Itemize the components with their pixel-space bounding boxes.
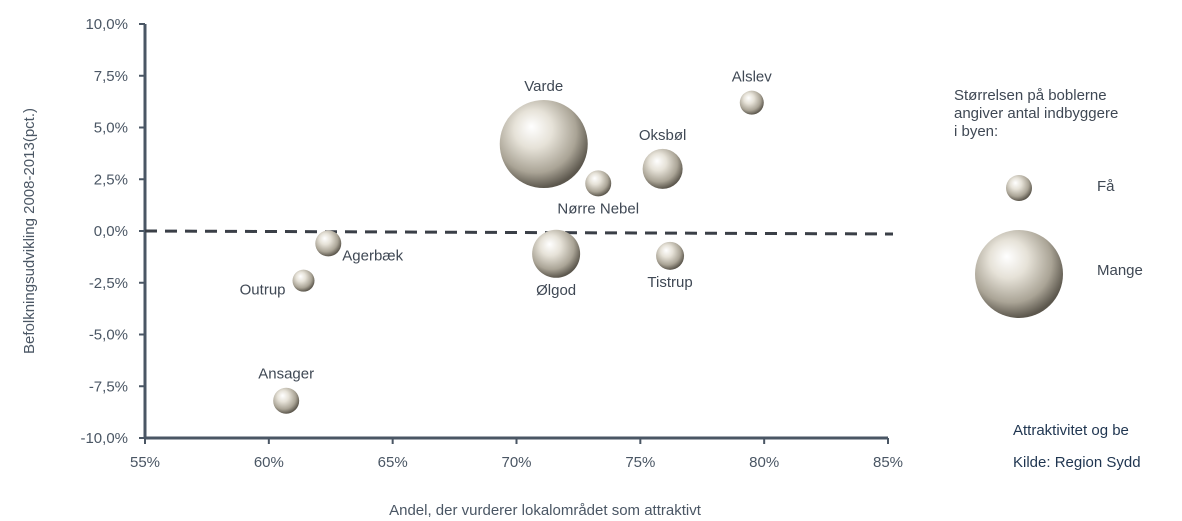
chart-bubbles: Varde Alslev Oksbøl Nørre Nebel Agerbæk Outru… bbox=[240, 69, 773, 414]
y-tick-label: -7,5% bbox=[89, 378, 128, 395]
bubble-label: Ansager bbox=[258, 366, 314, 383]
footer-source: Kilde: Region Sydd bbox=[1013, 454, 1141, 471]
bubble-outrup bbox=[292, 269, 315, 292]
bubble-nørre-nebel bbox=[585, 170, 612, 197]
y-tick-label: 2,5% bbox=[94, 171, 128, 188]
bubble-label: Alslev bbox=[732, 69, 773, 86]
x-tick-label: 60% bbox=[254, 454, 284, 471]
x-tick-label: 80% bbox=[749, 454, 779, 471]
bubble-ansager bbox=[273, 387, 300, 414]
legend-label-few: Få bbox=[1097, 178, 1115, 195]
x-tick-label: 55% bbox=[130, 454, 160, 471]
bubble-label: Nørre Nebel bbox=[557, 200, 639, 217]
legend-bubble-many bbox=[975, 230, 1063, 318]
bubble-agerbæk bbox=[315, 230, 342, 257]
y-tick-label: -2,5% bbox=[89, 275, 128, 292]
y-tick-label: 0,0% bbox=[94, 223, 128, 240]
bubble-label: Oksbøl bbox=[639, 127, 687, 144]
bubble-varde bbox=[499, 100, 588, 189]
y-tick-label: -10,0% bbox=[80, 430, 128, 447]
zero-reference-line bbox=[144, 229, 894, 236]
footer-caption: Attraktivitet og be bbox=[1013, 422, 1129, 439]
legend-bubbles bbox=[975, 175, 1063, 318]
legend-line: i byen: bbox=[954, 123, 999, 140]
y-tick-label: -5,0% bbox=[89, 327, 128, 344]
bubble-label: Ølgod bbox=[536, 282, 576, 299]
bubble-tistrup bbox=[656, 241, 685, 270]
y-axis-title: Befolkningsudvikling 2008-2013(pct.) bbox=[21, 108, 38, 354]
x-tick-label: 65% bbox=[378, 454, 408, 471]
x-tick-label: 85% bbox=[873, 454, 903, 471]
bubble-ølgod bbox=[532, 229, 581, 278]
bubble-label: Outrup bbox=[240, 282, 286, 299]
bubble-oksbøl bbox=[642, 148, 683, 189]
chart-axes bbox=[143, 24, 894, 440]
legend-line: Størrelsen på boblerne bbox=[954, 87, 1107, 104]
y-tick-label: 7,5% bbox=[94, 68, 128, 85]
y-tick-label: 5,0% bbox=[94, 120, 128, 137]
chart-ticks: 10,0% 7,5% 5,0% 2,5% 0,0% -2,5% -5,0% -7,5% -10,… bbox=[80, 16, 903, 471]
bubble-alslev bbox=[739, 90, 764, 115]
legend-label-many: Mange bbox=[1097, 262, 1143, 279]
bubble-label: Varde bbox=[524, 78, 563, 95]
bubble-label: Tistrup bbox=[647, 274, 692, 291]
legend-bubble-few bbox=[1006, 175, 1032, 201]
legend-description: Størrelsen på boblerne angiver antal ind… bbox=[954, 87, 1154, 141]
legend-line: angiver antal indbyggere bbox=[954, 105, 1119, 122]
bubble-label: Agerbæk bbox=[342, 247, 403, 264]
x-tick-label: 75% bbox=[625, 454, 655, 471]
x-axis-title: Andel, der vurderer lokalområdet som att… bbox=[389, 502, 702, 519]
y-tick-label: 10,0% bbox=[85, 16, 128, 33]
x-tick-label: 70% bbox=[501, 454, 531, 471]
